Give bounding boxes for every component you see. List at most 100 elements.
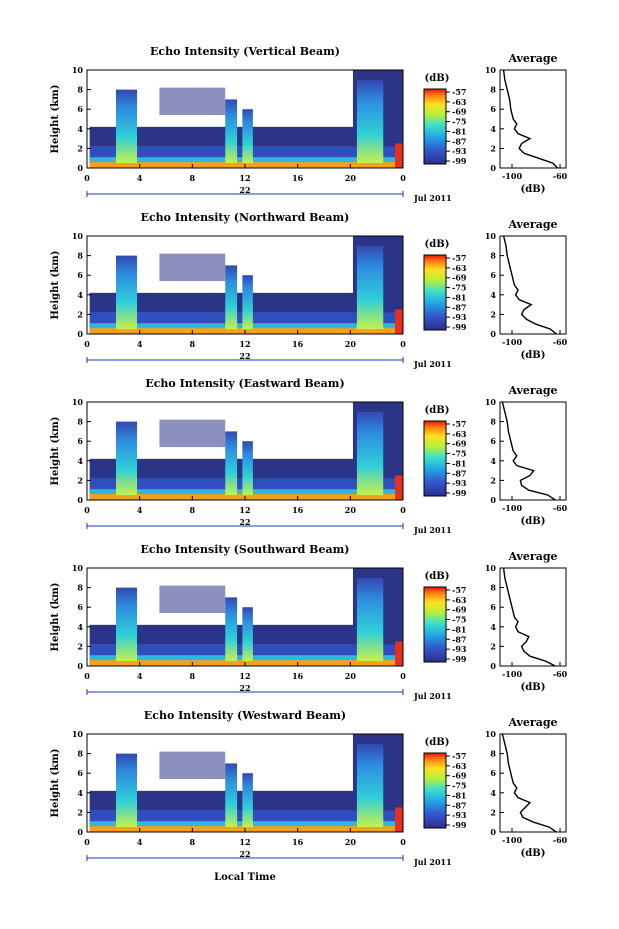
y-tick-label: 2 — [77, 309, 83, 319]
date-label: Jul 2011 — [413, 359, 452, 369]
average-y-tick-label: 6 — [490, 602, 496, 612]
x-tick-label: 16 — [292, 505, 304, 515]
x-tick-label: 20 — [345, 671, 357, 681]
x-tick-label: 0 — [400, 173, 406, 183]
convective-column — [242, 275, 253, 330]
x-tick-label: 20 — [345, 339, 357, 349]
average-x-tick-label: -100 — [502, 171, 522, 181]
cloud-patch — [159, 585, 226, 614]
cloud-patch — [159, 87, 226, 116]
day-label: 22 — [239, 517, 250, 527]
average-x-tick-label: -60 — [553, 669, 568, 679]
average-y-tick-label: 0 — [490, 163, 496, 173]
average-title: Average — [507, 384, 557, 397]
x-tick-label: 16 — [292, 671, 304, 681]
y-tick-label: 8 — [77, 417, 83, 427]
colorbar-tick-label: -75 — [452, 781, 466, 791]
colorbar-tick-label: -57 — [452, 419, 466, 429]
y-tick-label: 0 — [77, 329, 83, 339]
colorbar-tick-label: -81 — [452, 126, 466, 136]
average-x-tick-label: -100 — [502, 835, 522, 845]
y-tick-label: 0 — [77, 827, 83, 837]
y-tick-label: 0 — [77, 163, 83, 173]
cloud-patch — [159, 253, 226, 282]
colorbar-gradient — [423, 752, 447, 829]
panel-title: Echo Intensity (Eastward Beam) — [145, 377, 344, 390]
colorbar: (dB)-57-63-69-75-81-87-93-99 — [423, 405, 467, 498]
colorbar: (dB)-57-63-69-75-81-87-93-99 — [423, 737, 467, 830]
average-y-tick-label: 8 — [490, 85, 496, 95]
x-tick-label: 4 — [137, 671, 143, 681]
average-x-label: (dB) — [521, 848, 546, 859]
average-y-tick-label: 0 — [490, 495, 496, 505]
y-tick-label: 4 — [77, 788, 83, 798]
y-tick-label: 4 — [77, 290, 83, 300]
average-y-tick-label: 6 — [490, 436, 496, 446]
day-label: 22 — [239, 351, 250, 361]
colorbar-tick-label: -99 — [452, 820, 467, 830]
average-y-tick-label: 2 — [490, 309, 496, 319]
average-x-tick-label: -60 — [553, 835, 568, 845]
colorbar-tick-label: -87 — [452, 302, 466, 312]
colorbar-tick-label: -93 — [452, 146, 467, 156]
colorbar-gradient — [423, 254, 447, 331]
convective-column — [356, 245, 384, 330]
average-x-label: (dB) — [521, 516, 546, 527]
x-tick-label: 20 — [345, 837, 357, 847]
colorbar-tick-label: -99 — [452, 156, 467, 166]
colorbar-tick-label: -57 — [452, 585, 466, 595]
x-tick-label: 12 — [239, 505, 250, 515]
convective-column — [115, 587, 138, 662]
colorbar-gradient — [423, 420, 447, 497]
colorbar-gradient — [423, 88, 447, 165]
x-tick-label: 0 — [400, 671, 406, 681]
x-tick-label: 8 — [190, 837, 196, 847]
average-profile: Average 0 2 4 6 8 10 -100 -60 (dB) — [485, 550, 568, 693]
average-y-tick-label: 0 — [490, 329, 496, 339]
beam-panel-5: Echo Intensity (Westward Beam) 0 2 4 6 8 10 Hei… — [50, 709, 568, 867]
y-tick-label: 0 — [77, 495, 83, 505]
panel-title: Echo Intensity (Northward Beam) — [141, 211, 350, 224]
colorbar-tick-label: -75 — [452, 283, 466, 293]
convective-column — [242, 607, 253, 662]
y-axis-label: Height (km) — [50, 85, 61, 154]
ground-clutter — [89, 660, 403, 666]
convective-column — [225, 431, 238, 496]
colorbar-tick-label: -57 — [452, 253, 466, 263]
ground-clutter — [89, 826, 403, 832]
cloud-patch — [159, 419, 226, 448]
day-label: 22 — [239, 185, 250, 195]
average-title: Average — [507, 550, 557, 563]
colorbar-tick-label: -99 — [452, 322, 467, 332]
average-y-tick-label: 4 — [490, 788, 496, 798]
colorbar-tick-label: -81 — [452, 790, 466, 800]
y-tick-label: 8 — [77, 85, 83, 95]
x-tick-label: 0 — [84, 339, 90, 349]
average-title: Average — [507, 218, 557, 231]
x-tick-label: 0 — [400, 339, 406, 349]
y-axis-label: Height (km) — [50, 583, 61, 652]
convective-column — [225, 265, 238, 330]
average-y-tick-label: 8 — [490, 749, 496, 759]
convective-column — [242, 109, 253, 164]
average-frame — [499, 567, 567, 667]
x-tick-label: 12 — [239, 339, 250, 349]
average-profile: Average 0 2 4 6 8 10 -100 -60 (dB) — [485, 716, 568, 859]
y-tick-label: 6 — [77, 104, 83, 114]
y-tick-label: 6 — [77, 436, 83, 446]
cloud-band-mid — [89, 458, 390, 479]
echo-heatmap — [87, 734, 403, 832]
y-axis-label: Height (km) — [50, 749, 61, 818]
average-y-tick-label: 2 — [490, 475, 496, 485]
y-tick-label: 8 — [77, 583, 83, 593]
average-y-tick-label: 2 — [490, 143, 496, 153]
x-tick-label: 8 — [190, 671, 196, 681]
colorbar-tick-label: -63 — [452, 97, 467, 107]
x-tick-label: 8 — [190, 339, 196, 349]
strong-echo — [395, 309, 403, 334]
y-tick-label: 4 — [77, 622, 83, 632]
y-tick-label: 2 — [77, 641, 83, 651]
average-y-tick-label: 2 — [490, 807, 496, 817]
convective-column — [356, 743, 384, 828]
